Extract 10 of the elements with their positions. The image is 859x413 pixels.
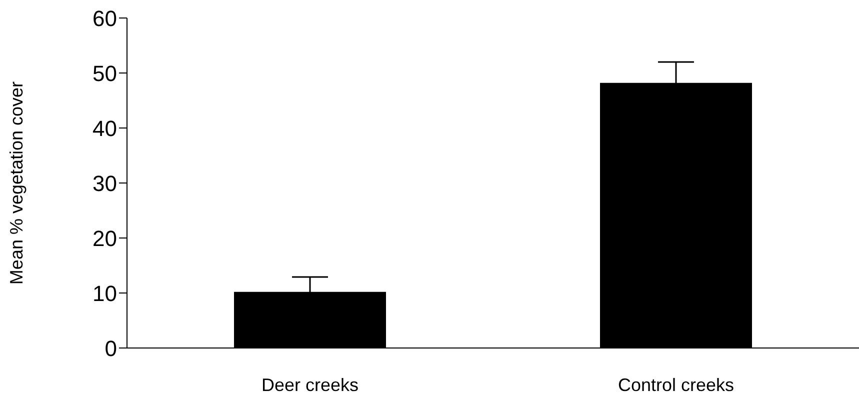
y-tick-label: 40 xyxy=(92,116,117,141)
y-tick-label: 10 xyxy=(92,280,117,306)
y-tick-label: 20 xyxy=(92,226,117,251)
y-tick-label: 30 xyxy=(92,170,117,196)
y-tick-label: 60 xyxy=(92,6,117,31)
y-tick-label: 50 xyxy=(92,60,117,86)
y-tick-label: 0 xyxy=(104,336,117,361)
y-axis-title: Mean % vegetation cover xyxy=(6,81,26,285)
x-tick-label: Deer creeks xyxy=(261,374,359,395)
x-tick-label: Control creeks xyxy=(618,374,734,395)
